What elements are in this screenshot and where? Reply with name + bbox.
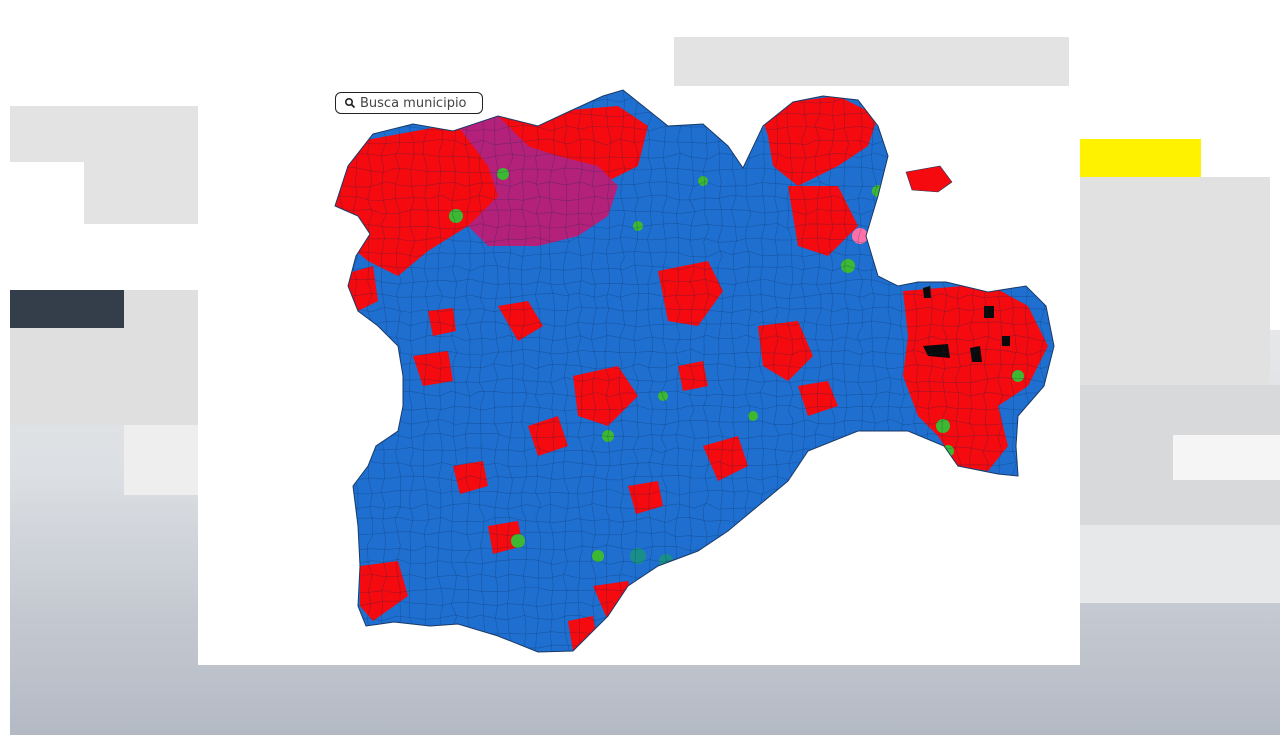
green-region	[602, 430, 614, 442]
black-region	[923, 286, 931, 298]
teal-region	[630, 548, 646, 564]
red-region-northeast	[758, 96, 878, 186]
green-region	[748, 411, 758, 421]
red-region-center-4	[498, 301, 543, 341]
green-region	[633, 221, 643, 231]
green-region	[497, 168, 509, 180]
magenta-region	[458, 116, 618, 246]
background-block	[1080, 525, 1280, 603]
green-region	[936, 419, 950, 433]
green-region	[511, 534, 525, 548]
green-region	[1012, 370, 1024, 382]
background-block	[674, 37, 1069, 86]
red-region-east	[903, 284, 1048, 471]
red-region-mid-5	[798, 381, 838, 416]
background-block	[84, 160, 198, 224]
red-region-mid-2	[703, 436, 748, 481]
green-region	[449, 209, 463, 223]
red-region-center-1	[658, 261, 723, 326]
green-region	[841, 259, 855, 273]
red-region-west-2	[413, 351, 453, 386]
black-region	[984, 306, 994, 318]
red-enclave-northeast	[905, 165, 953, 193]
black-region	[970, 346, 982, 362]
search-icon	[344, 97, 356, 109]
red-region-mid-1	[528, 416, 568, 456]
search-placeholder: Busca municipio	[360, 95, 467, 111]
background-block	[1080, 177, 1270, 385]
red-region-northwest	[335, 116, 528, 276]
background-accent-yellow	[1080, 139, 1201, 177]
background-accent-dark	[10, 290, 124, 328]
municipality-map[interactable]	[198, 86, 1080, 665]
map-panel: Busca municipio	[198, 86, 1080, 665]
red-region-southwest	[360, 561, 408, 621]
search-municipality-input[interactable]: Busca municipio	[335, 92, 483, 114]
black-region	[1002, 336, 1010, 346]
green-region	[592, 550, 604, 562]
background-block	[1173, 435, 1280, 480]
red-region-center-3	[758, 321, 813, 381]
green-region	[698, 176, 708, 186]
red-region-mid-3	[453, 461, 488, 494]
background-block	[124, 425, 198, 495]
red-region-northeast-2	[788, 186, 858, 256]
pink-region	[852, 228, 868, 244]
red-region-mid-7	[678, 361, 708, 391]
green-region	[658, 391, 668, 401]
red-region-center-2	[573, 366, 638, 426]
background-block	[10, 106, 198, 162]
red-region-mid-4	[628, 481, 663, 514]
red-region-mid-6	[428, 308, 456, 336]
black-region	[923, 344, 950, 358]
